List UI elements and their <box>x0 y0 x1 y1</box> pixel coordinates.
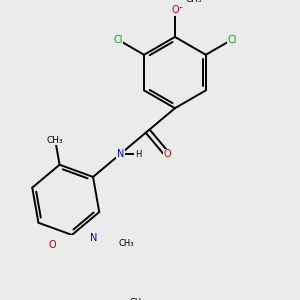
Text: CH₃: CH₃ <box>47 136 64 145</box>
Text: CH₃: CH₃ <box>118 239 134 248</box>
Text: O: O <box>163 149 171 159</box>
Text: O: O <box>171 5 179 15</box>
Text: CH₃: CH₃ <box>130 298 145 300</box>
Text: O: O <box>49 240 56 250</box>
Text: H: H <box>135 149 141 158</box>
Text: N: N <box>90 233 98 243</box>
Text: N: N <box>117 149 124 159</box>
Text: Cl: Cl <box>113 34 123 45</box>
Text: Cl: Cl <box>227 34 237 45</box>
Text: CH₃: CH₃ <box>185 0 202 4</box>
